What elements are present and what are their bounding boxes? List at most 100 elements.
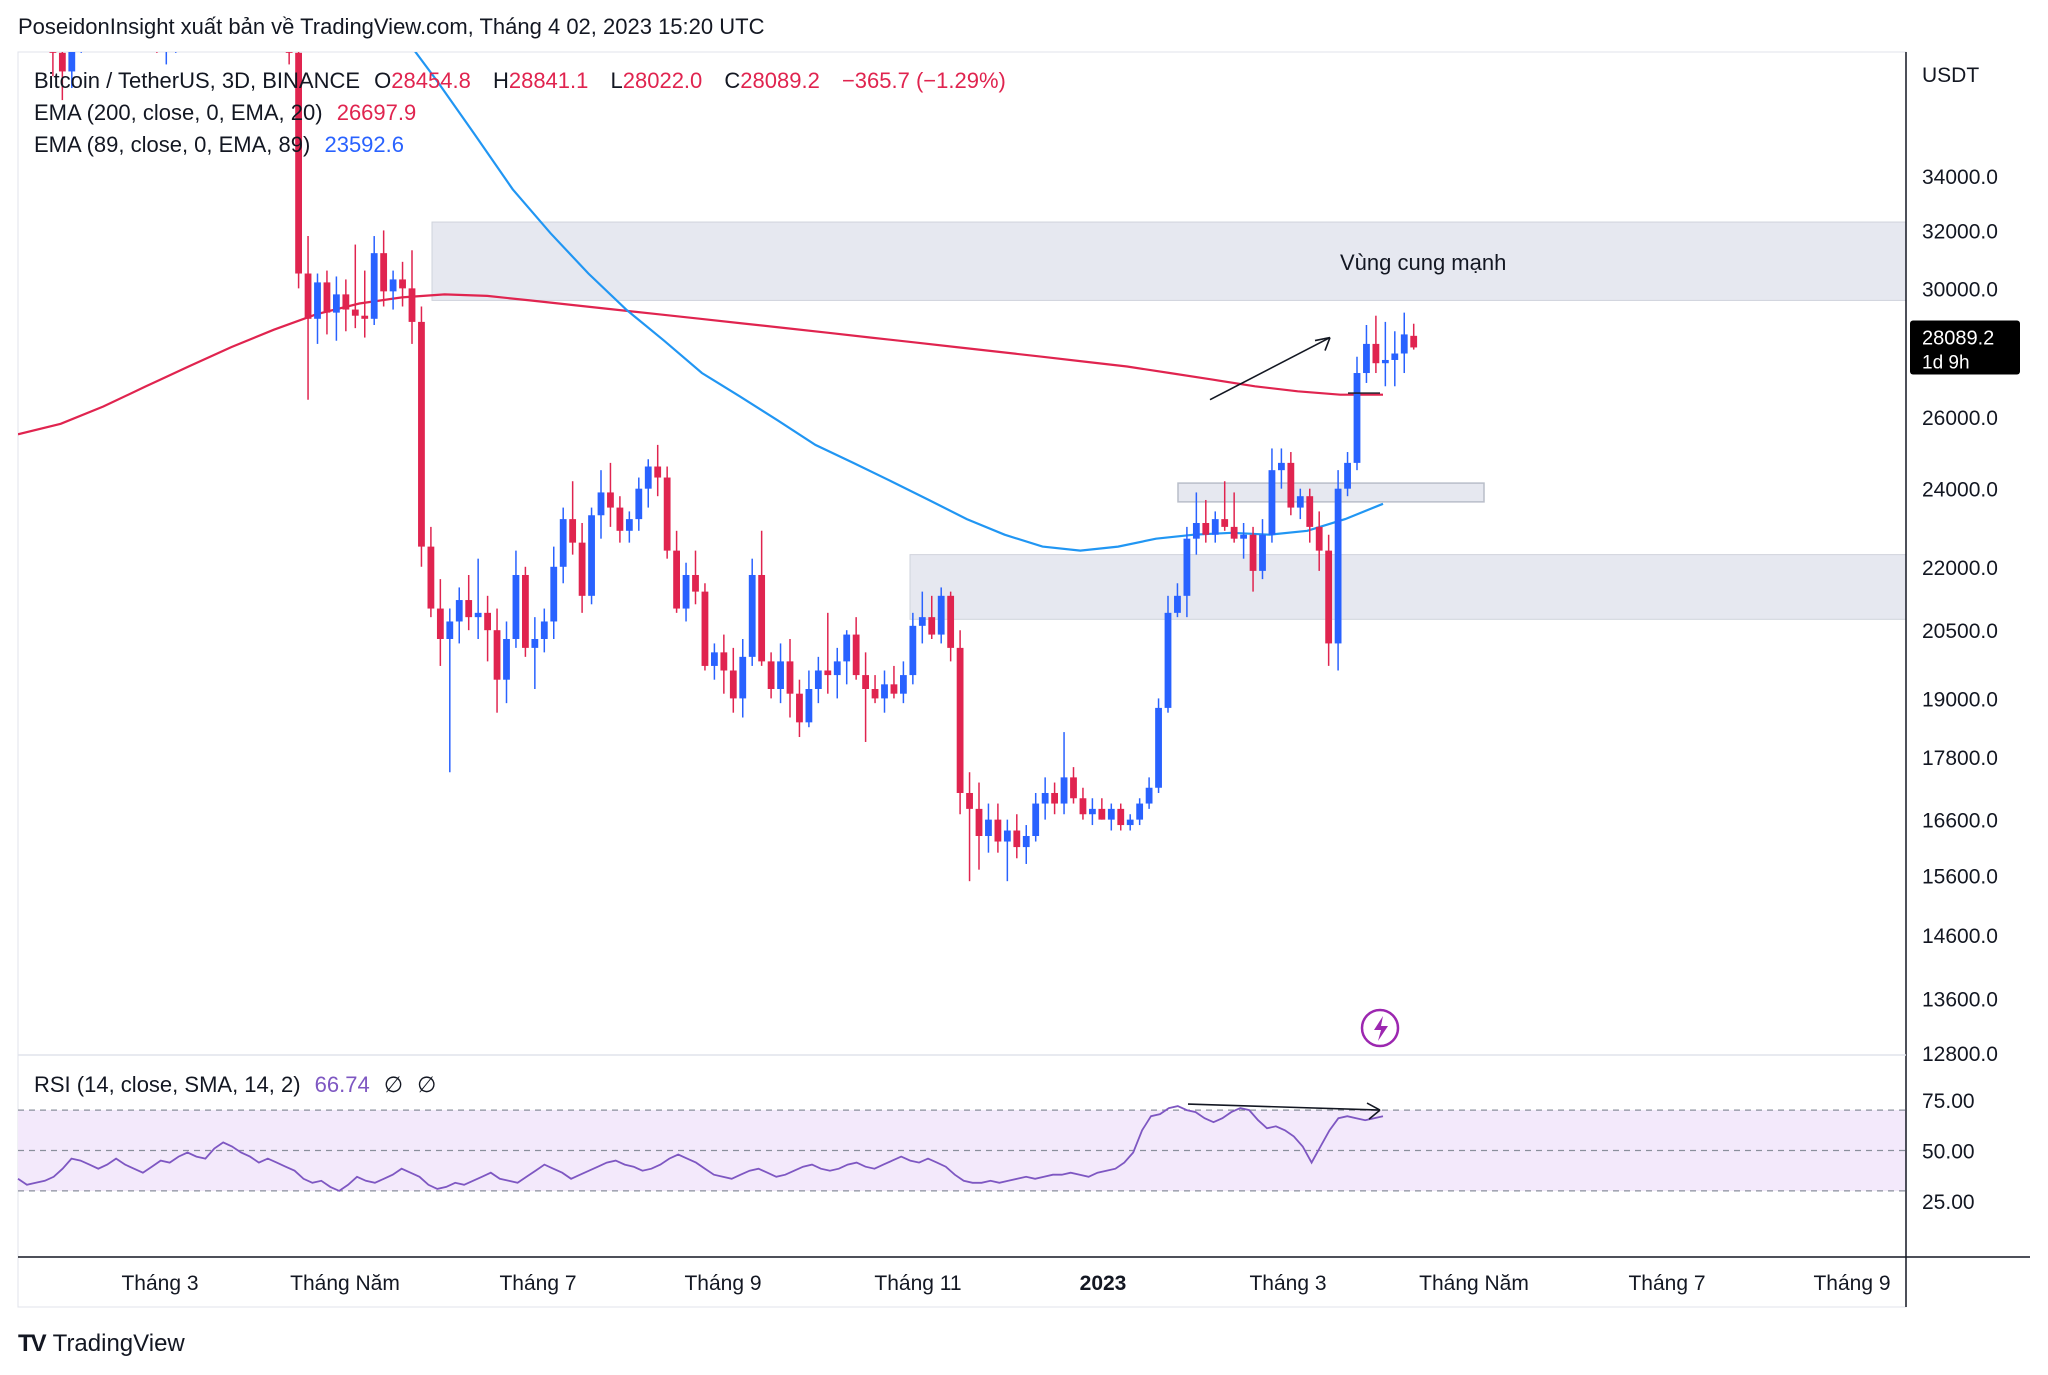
- candle: [833, 647, 841, 699]
- candle: [58, 52, 66, 101]
- candle-body: [569, 519, 577, 543]
- candle-body: [1268, 470, 1276, 535]
- candle: [1363, 325, 1370, 383]
- candle: [890, 665, 898, 699]
- candle-body: [1391, 353, 1399, 360]
- candle: [465, 574, 473, 631]
- candle: [156, 52, 158, 53]
- candle-body: [1070, 777, 1077, 799]
- candle-body: [843, 634, 851, 662]
- time-tick-label: Tháng 3: [1249, 1272, 1326, 1295]
- candle: [625, 511, 633, 543]
- time-tick-label: Tháng 7: [1628, 1272, 1705, 1295]
- low-label: L: [610, 68, 623, 93]
- candle: [1155, 698, 1162, 793]
- candle: [135, 0, 142, 30]
- rsi-legend[interactable]: RSI (14, close, SMA, 14, 2) 66.74 ∅ ∅: [34, 1072, 444, 1098]
- candle-body: [436, 608, 444, 639]
- candle: [1391, 331, 1399, 387]
- candle-body: [1013, 830, 1021, 848]
- candle-body: [947, 595, 955, 648]
- tradingview-footer[interactable]: TV TradingView: [18, 1330, 185, 1358]
- candle: [1230, 492, 1238, 543]
- candle-body: [323, 282, 331, 313]
- candle-body: [512, 574, 520, 639]
- rsi-label: RSI (14, close, SMA, 14, 2): [34, 1072, 301, 1097]
- candle-body: [758, 574, 766, 662]
- candle: [947, 591, 955, 662]
- candle-body: [1003, 830, 1011, 842]
- candle: [644, 459, 652, 508]
- ema200-legend[interactable]: EMA (200, close, 0, EMA, 20) 26697.9: [34, 100, 424, 126]
- candle: [1117, 803, 1125, 831]
- candle: [1192, 492, 1200, 555]
- rsi-line: [17, 1105, 1384, 1192]
- candle: [824, 612, 832, 694]
- ema89-legend[interactable]: EMA (89, close, 0, EMA, 89) 23592.6: [34, 132, 412, 158]
- annotations-layer: Vùng cung mạnh: [1209, 250, 1506, 1048]
- candle-body: [1032, 803, 1040, 837]
- lightning-icon-bolt: [1374, 1016, 1388, 1041]
- candle: [1003, 819, 1011, 882]
- candle-body: [720, 652, 728, 671]
- candle-body: [729, 670, 737, 699]
- candle-body: [824, 670, 832, 676]
- candle-body: [455, 600, 463, 622]
- rsi-divergence-line: [1187, 1103, 1381, 1111]
- time-tick-label: Tháng Năm: [290, 1272, 400, 1295]
- candle: [814, 656, 822, 704]
- candle-body: [578, 542, 586, 596]
- candle: [966, 772, 973, 882]
- candle: [994, 803, 1002, 853]
- price-tick-label: 15600.0: [1922, 865, 1998, 888]
- time-tick-label: Tháng 3: [121, 1272, 198, 1295]
- candle: [1325, 534, 1333, 666]
- candle: [503, 621, 510, 704]
- high-label: H: [492, 68, 509, 93]
- candle-body: [682, 574, 690, 609]
- candle-body: [1344, 462, 1351, 489]
- candle: [399, 261, 406, 307]
- price-tick-label: 30000.0: [1922, 278, 1998, 301]
- candle-body: [1372, 343, 1380, 364]
- candle: [474, 558, 482, 639]
- candle: [1278, 448, 1285, 489]
- time-tick-label: Tháng 9: [684, 1272, 761, 1295]
- symbol-legend[interactable]: Bitcoin / TetherUS, 3D, BINANCE O28454.8…: [34, 68, 1014, 94]
- supply-zone-label: Vùng cung mạnh: [1340, 250, 1506, 275]
- candle-body: [1164, 612, 1172, 708]
- ema200-layer: [18, 293, 1383, 436]
- candle-body: [1079, 798, 1087, 815]
- candle-body: [314, 282, 321, 319]
- candle-body: [701, 591, 709, 666]
- candle: [1334, 470, 1342, 671]
- candle: [682, 562, 690, 622]
- candle-body: [446, 621, 454, 639]
- ema200-value: 26697.9: [336, 100, 417, 125]
- ema200-label: EMA (200, close, 0, EMA, 20): [34, 100, 323, 125]
- candle: [1211, 511, 1219, 543]
- demand-zone-upper: [1177, 482, 1485, 503]
- candle-body: [1306, 496, 1314, 527]
- candle: [720, 634, 728, 694]
- price-tick-label: 13600.0: [1922, 989, 1998, 1012]
- candle-body: [786, 661, 794, 694]
- candle-body: [1117, 808, 1125, 826]
- candle-body: [748, 574, 756, 657]
- candle: [144, 0, 151, 41]
- candle: [323, 270, 331, 335]
- candle: [1306, 488, 1314, 543]
- candle: [1183, 526, 1191, 618]
- candle-body: [1089, 808, 1096, 815]
- candle-body: [1325, 550, 1333, 644]
- candle-body: [975, 808, 983, 837]
- candle: [862, 652, 869, 742]
- candle: [918, 591, 926, 644]
- candle: [588, 507, 595, 605]
- candle: [165, 52, 168, 65]
- candle: [937, 587, 945, 644]
- candle: [796, 679, 803, 738]
- rsi-extra-2: ∅: [417, 1072, 437, 1097]
- candle-body: [928, 617, 936, 635]
